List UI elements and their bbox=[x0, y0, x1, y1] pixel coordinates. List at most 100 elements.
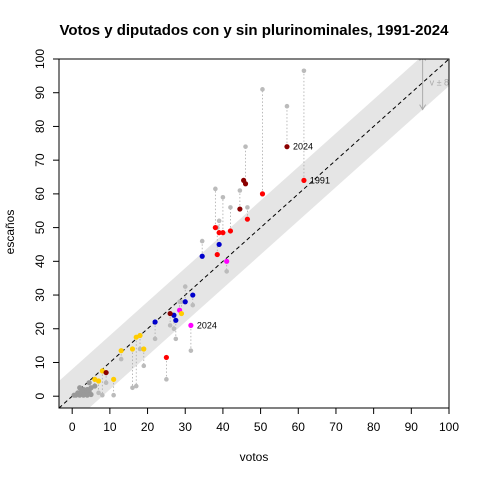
point-without-pr bbox=[213, 186, 218, 192]
point-without-pr bbox=[173, 336, 179, 342]
point-with-pr bbox=[141, 346, 147, 352]
reference-line bbox=[59, 59, 449, 408]
small-party-point bbox=[71, 392, 77, 398]
plot-frame bbox=[58, 58, 450, 409]
point-without-pr bbox=[118, 356, 124, 362]
point-with-pr bbox=[301, 177, 307, 183]
point-without-pr bbox=[96, 390, 101, 396]
point-with-pr bbox=[133, 334, 139, 340]
x-tick-label: 100 bbox=[439, 420, 459, 434]
point-annotation: 2024 bbox=[197, 320, 217, 330]
band-arrow-bottom bbox=[419, 104, 427, 111]
point-with-pr bbox=[167, 310, 173, 317]
point-without-pr bbox=[100, 392, 105, 398]
point-with-pr bbox=[111, 376, 117, 382]
point-with-pr bbox=[182, 299, 188, 305]
axes: 0 10 20 30 40 50 60 70 80 90 100 0 10 20 30 40 50 60 70 80 9… bbox=[33, 49, 459, 434]
point-with-pr bbox=[95, 378, 102, 384]
point-with-pr bbox=[173, 317, 179, 323]
point-without-pr bbox=[133, 383, 139, 389]
point-with-pr bbox=[241, 177, 247, 183]
point-with-pr bbox=[216, 241, 222, 248]
plot-area: v ± 8% 1991 2024 2024 bbox=[59, 59, 457, 408]
point-without-pr bbox=[260, 87, 265, 92]
y-tick-label: 80 bbox=[33, 119, 47, 133]
point-without-pr bbox=[188, 348, 194, 353]
point-without-pr bbox=[228, 205, 233, 210]
point-with-pr bbox=[237, 206, 243, 212]
band-label: v ± 8% bbox=[430, 78, 457, 88]
point-with-pr bbox=[212, 224, 218, 231]
y-tick-label: 40 bbox=[33, 254, 47, 268]
point-with-pr bbox=[129, 346, 136, 352]
y-tick-label: 100 bbox=[33, 49, 47, 69]
point-with-pr bbox=[216, 230, 222, 236]
point-with-pr bbox=[190, 292, 196, 298]
small-party-point bbox=[80, 392, 87, 398]
point-without-pr bbox=[245, 205, 250, 210]
chart-title: Votos y diputados con y sin plurinominal… bbox=[60, 22, 450, 39]
point-with-pr bbox=[284, 144, 290, 150]
small-party-point bbox=[92, 383, 98, 389]
point-with-pr bbox=[188, 322, 194, 328]
point-without-pr bbox=[216, 218, 222, 224]
y-axis-label: escaños bbox=[3, 210, 17, 255]
point-without-pr bbox=[111, 392, 116, 398]
point-without-pr bbox=[243, 144, 248, 149]
y-tick-label: 50 bbox=[33, 221, 47, 235]
point-without-pr bbox=[130, 385, 135, 391]
x-tick-label: 80 bbox=[367, 420, 381, 434]
x-tick-label: 50 bbox=[254, 420, 268, 434]
point-with-pr bbox=[214, 251, 220, 258]
x-tick-label: 30 bbox=[179, 420, 193, 434]
point-annotation: 2024 bbox=[293, 142, 313, 152]
y-tick-label: 90 bbox=[33, 86, 47, 100]
point-with-pr bbox=[152, 319, 158, 325]
point-without-pr bbox=[199, 238, 205, 244]
point-without-pr bbox=[224, 269, 229, 274]
point-with-pr bbox=[163, 354, 169, 361]
point-with-pr bbox=[259, 191, 266, 197]
point-without-pr bbox=[164, 377, 169, 382]
point-with-pr bbox=[220, 230, 226, 236]
y-tick-label: 0 bbox=[33, 393, 47, 400]
x-tick-label: 70 bbox=[329, 420, 343, 434]
point-without-pr bbox=[167, 323, 173, 328]
point-with-pr bbox=[199, 253, 205, 259]
point-without-pr bbox=[141, 363, 147, 369]
y-tick-label: 10 bbox=[33, 355, 47, 369]
y-tick-label: 20 bbox=[33, 322, 47, 336]
small-party-point bbox=[86, 380, 92, 386]
point-annotation: 1991 bbox=[310, 175, 330, 185]
point-without-pr bbox=[179, 299, 184, 305]
point-without-pr bbox=[190, 302, 196, 308]
point-with-pr bbox=[118, 348, 124, 354]
point-without-pr bbox=[171, 326, 177, 332]
x-tick-label: 0 bbox=[69, 420, 76, 434]
y-tick-label: 60 bbox=[33, 187, 47, 201]
point-with-pr bbox=[244, 216, 251, 222]
point-without-pr bbox=[220, 194, 226, 200]
point-without-pr bbox=[152, 336, 158, 342]
point-with-pr bbox=[103, 369, 109, 376]
x-tick-label: 60 bbox=[292, 420, 306, 434]
y-tick-label: 30 bbox=[33, 288, 47, 302]
x-axis-label: votos bbox=[240, 450, 269, 464]
y-tick-label: 70 bbox=[33, 153, 47, 167]
point-without-pr bbox=[284, 103, 290, 109]
small-party-point bbox=[77, 392, 83, 398]
x-tick-label: 20 bbox=[141, 420, 155, 434]
point-without-pr bbox=[301, 68, 307, 74]
point-with-pr bbox=[224, 258, 230, 264]
point-with-pr bbox=[178, 310, 185, 317]
point-without-pr bbox=[237, 188, 243, 193]
plot-inner: v ± 8% 1991 2024 2024 bbox=[59, 59, 457, 408]
point-without-pr bbox=[103, 380, 109, 386]
x-tick-label: 40 bbox=[216, 420, 230, 434]
small-party-point bbox=[84, 392, 90, 398]
point-without-pr bbox=[182, 284, 188, 289]
point-without-pr bbox=[137, 346, 143, 352]
point-with-pr bbox=[227, 228, 234, 234]
x-tick-label: 10 bbox=[103, 420, 117, 434]
